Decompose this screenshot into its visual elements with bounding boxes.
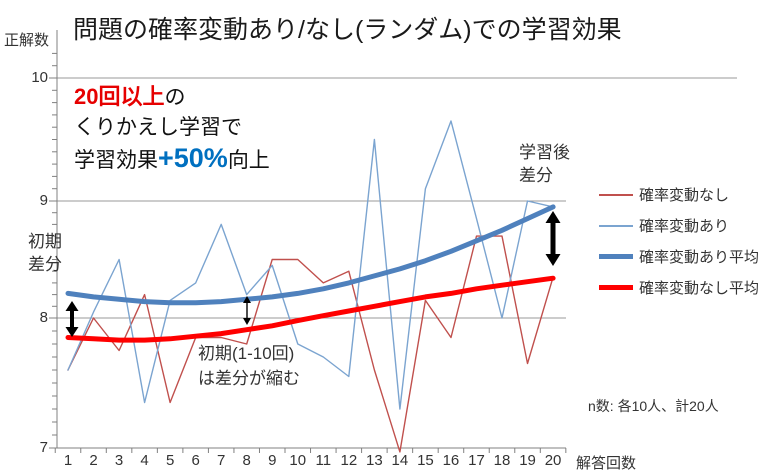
- x-tick-label: 15: [417, 452, 434, 469]
- x-tick-label: 2: [89, 452, 98, 469]
- x-tick-label: 1: [63, 452, 73, 469]
- legend-label: 確率変動あり: [639, 218, 730, 235]
- series-line-no-variation-mean: [65, 275, 556, 343]
- x-tick-label: 7: [217, 452, 226, 469]
- series-line-variation: [67, 120, 554, 410]
- x-tick-label: 5: [165, 452, 175, 469]
- legend-item: 確率変動あり平均: [599, 241, 759, 272]
- post-diff-arrow-head-up: [545, 211, 561, 223]
- series-line-variation-mean: [65, 204, 556, 306]
- headline-blue-text: +50%: [158, 143, 228, 173]
- x-tick-label: 13: [366, 452, 383, 469]
- initial-diff-label: 初期 差分: [28, 232, 62, 274]
- x-axis-title: 解答回数: [576, 455, 637, 472]
- headline-red-text: 20回以上: [74, 84, 165, 109]
- legend-line-swatch: [599, 224, 633, 227]
- legend-item: 確率変動なし: [599, 179, 759, 210]
- x-tick-label: 9: [268, 452, 277, 469]
- headline-annotation: 20回以上の くりかえし学習で 学習効果+50%向上: [74, 82, 270, 176]
- mid-diff-arrow-head-up: [243, 296, 251, 303]
- legend-item: 確率変動あり: [599, 210, 759, 241]
- x-tick-label: 8: [242, 452, 251, 469]
- initial-diff-arrow-head-down: [65, 327, 79, 337]
- sample-size-note: n数: 各10人、計20人: [588, 398, 719, 414]
- x-tick-label: 14: [391, 452, 409, 469]
- legend-item: 確率変動なし平均: [599, 272, 759, 303]
- x-tick-label: 3: [114, 452, 124, 469]
- series-line-no-variation: [67, 235, 554, 453]
- post-diff-arrow-head-down: [545, 254, 561, 266]
- headline-line1: 20回以上の: [74, 84, 186, 109]
- legend-line-swatch: [599, 193, 633, 196]
- x-tick-label: 6: [191, 452, 200, 469]
- x-tick-label: 19: [519, 452, 536, 469]
- x-tick-label: 17: [468, 452, 485, 469]
- mid-diff-arrow-head-down: [243, 318, 251, 325]
- x-tick-label: 11: [315, 452, 332, 469]
- x-tick-label: 12: [340, 452, 358, 469]
- x-tick-label: 4: [140, 452, 149, 469]
- legend: 確率変動なし 確率変動あり確率変動あり平均 確率変動なし平均: [599, 179, 759, 303]
- x-tick-label: 20: [544, 452, 562, 469]
- mid-note-label: 初期(1-10回) は差分が縮む: [198, 344, 300, 388]
- legend-label: 確率変動なし平均: [639, 280, 760, 297]
- post-diff-label: 学習後 差分: [519, 143, 570, 185]
- x-tick-label: 10: [289, 452, 307, 469]
- y-tick-label: 9: [39, 192, 48, 209]
- legend-line-swatch: [599, 285, 633, 290]
- headline-line2: くりかえし学習で: [74, 116, 242, 139]
- y-tick-label: 8: [39, 309, 48, 326]
- headline-line3: 学習効果+50%向上: [74, 143, 270, 173]
- x-tick-label: 16: [442, 452, 460, 469]
- x-tick-label: 18: [493, 452, 511, 469]
- legend-label: 確率変動なし: [639, 187, 730, 204]
- y-tick-label: 7: [39, 439, 48, 456]
- y-axis-title: 正解数: [4, 32, 50, 49]
- initial-diff-arrow-head-up: [65, 301, 79, 311]
- legend-line-swatch: [599, 254, 633, 259]
- legend-label: 確率変動あり平均: [639, 249, 760, 266]
- y-tick-label: 10: [31, 69, 48, 86]
- chart-title: 問題の確率変動あり/なし(ランダム)での学習効果: [73, 16, 622, 44]
